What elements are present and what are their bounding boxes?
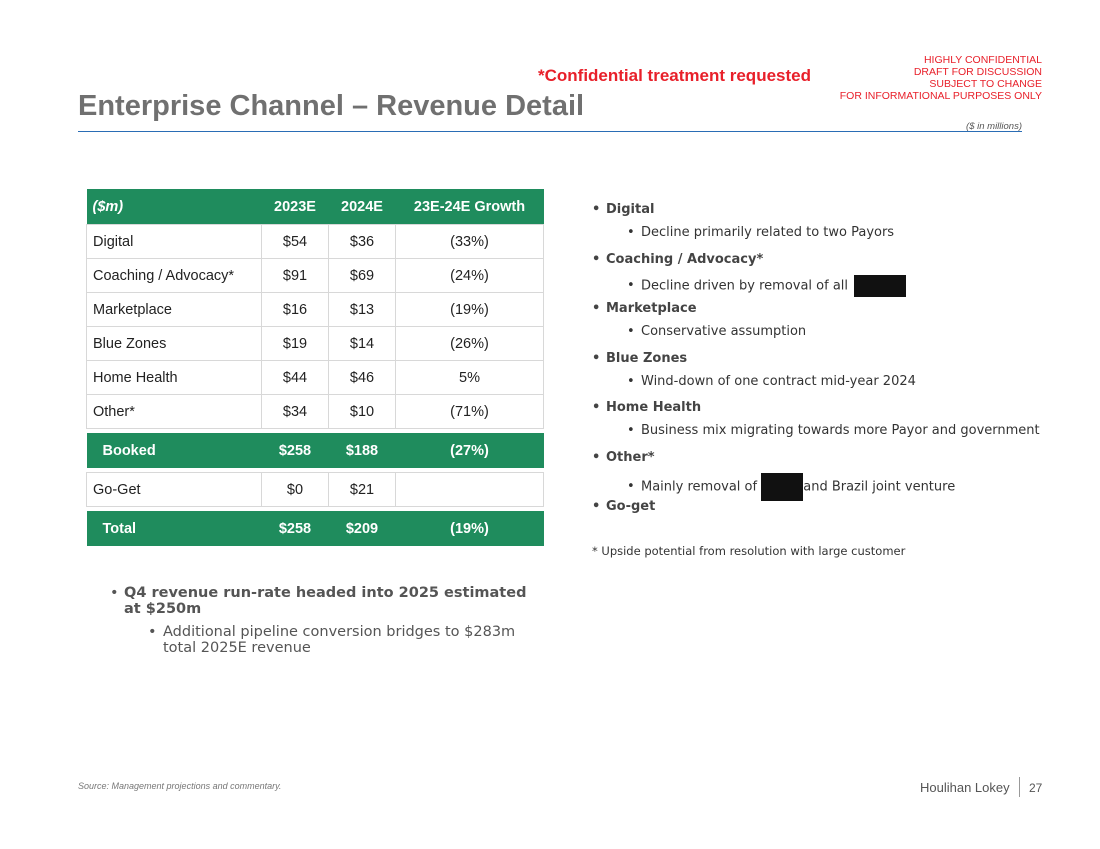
commentary-heading: • Blue Zones [592,350,688,366]
commentary-heading: • Go-get [592,499,656,514]
table-cell [395,472,544,507]
row-label: Coaching / Advocacy* [86,258,262,293]
redaction-box [761,472,804,501]
table-cell: (19%) [395,292,544,327]
table-cell: (19%) [395,511,544,546]
table-cell: $10 [328,394,396,429]
table-row: Other* $34 $10 (71%) [86,394,544,429]
page-number: 27 [1029,781,1043,795]
confidential-line: SUBJECT TO CHANGE [929,78,1042,90]
table-row: Digital $54 $36 (33%) [86,224,544,259]
table-cell: $16 [261,292,329,327]
booked-row: Booked $258 $188 (27%) [86,433,544,468]
commentary-detail: • Conservative assumption [627,324,807,339]
confidentiality-stamp: HIGHLY CONFIDENTIAL DRAFT FOR DISCUSSION… [840,54,1042,102]
runrate-main: • Q4 revenue run-rate headed into 2025 es… [110,585,527,617]
table-cell: $13 [328,292,396,327]
row-label: Digital [86,224,262,259]
revenue-table: ($m) 2023E 2024E 23E-24E Growth Digital … [86,189,544,546]
footer-divider [1019,777,1020,797]
commentary-detail: • Decline primarily related to two Payors [627,225,895,240]
table-row: Home Health $44 $46 5% [86,360,544,395]
table-cell: $69 [328,258,396,293]
table-cell: $19 [261,326,329,361]
table-row: Blue Zones $19 $14 (26%) [86,326,544,361]
table-cell: $209 [328,511,396,546]
row-label: Total [86,511,262,546]
footnote: * Upside potential from resolution with … [592,544,906,558]
row-label: Blue Zones [86,326,262,361]
redaction-box [854,274,907,297]
table-cell: $44 [261,360,329,395]
table-cell: $91 [261,258,329,293]
table-cell: $258 [261,433,329,468]
commentary-heading: • Other* [592,449,655,465]
table-cell: $36 [328,224,396,259]
confidential-notice: *Confidential treatment requested [538,66,811,85]
column-header: ($m) [86,189,262,225]
table-cell: $21 [328,472,396,507]
row-label: Home Health [86,360,262,395]
table-row: Coaching / Advocacy* $91 $69 (24%) [86,258,544,293]
units-note: ($ in millions) [966,121,1022,132]
page-title: Enterprise Channel – Revenue Detail [78,90,585,122]
title-divider [78,131,1022,132]
commentary-detail: • Decline driven by removal of all [592,274,1052,300]
confidential-line: DRAFT FOR DISCUSSION [913,66,1042,78]
table-cell: $0 [261,472,329,507]
column-header: 2023E [261,189,329,225]
runrate-note: • Q4 revenue run-rate headed into 2025 es… [110,585,530,656]
commentary-detail: • Business mix migrating towards more Pay… [627,423,1040,438]
table-cell: $14 [328,326,396,361]
commentary-heading: • Digital [592,202,655,217]
table-cell: 5% [395,360,544,395]
source-note: Source: Management projections and comme… [78,781,282,791]
row-label: Other* [86,394,262,429]
commentary-heading: • Home Health [592,400,702,415]
brand-logo: Houlihan Lokey [920,780,1010,795]
table-cell: (24%) [395,258,544,293]
table-cell: $34 [261,394,329,429]
commentary-heading: • Coaching / Advocacy* [592,251,764,267]
commentary-detail: • Mainly removal of and Brazil joint vent… [592,472,1052,501]
goget-row: Go-Get $0 $21 [86,472,544,507]
row-label: Marketplace [86,292,262,327]
table-cell: $258 [261,511,329,546]
table-cell: (27%) [395,433,544,468]
column-header: 23E-24E Growth [395,189,544,225]
commentary-heading: • Marketplace [592,301,697,316]
table-cell: (26%) [395,326,544,361]
table-cell: $46 [328,360,396,395]
table-row: Marketplace $16 $13 (19%) [86,292,544,327]
commentary-list: • Digital • Decline primarily related to t… [592,200,1052,522]
confidential-line: HIGHLY CONFIDENTIAL [923,54,1042,66]
column-header: 2024E [328,189,396,225]
table-cell: (71%) [395,394,544,429]
runrate-sub: • Additional pipeline conversion bridges … [148,624,516,656]
confidential-line: FOR INFORMATIONAL PURPOSES ONLY [839,90,1042,102]
total-row: Total $258 $209 (19%) [86,511,544,546]
table-cell: $54 [261,224,329,259]
table-header-row: ($m) 2023E 2024E 23E-24E Growth [86,189,544,225]
row-label: Booked [86,433,262,468]
table-cell: (33%) [395,224,544,259]
row-label: Go-Get [86,472,262,507]
table-cell: $188 [328,433,396,468]
commentary-detail: • Wind-down of one contract mid-year 2024 [627,373,916,389]
